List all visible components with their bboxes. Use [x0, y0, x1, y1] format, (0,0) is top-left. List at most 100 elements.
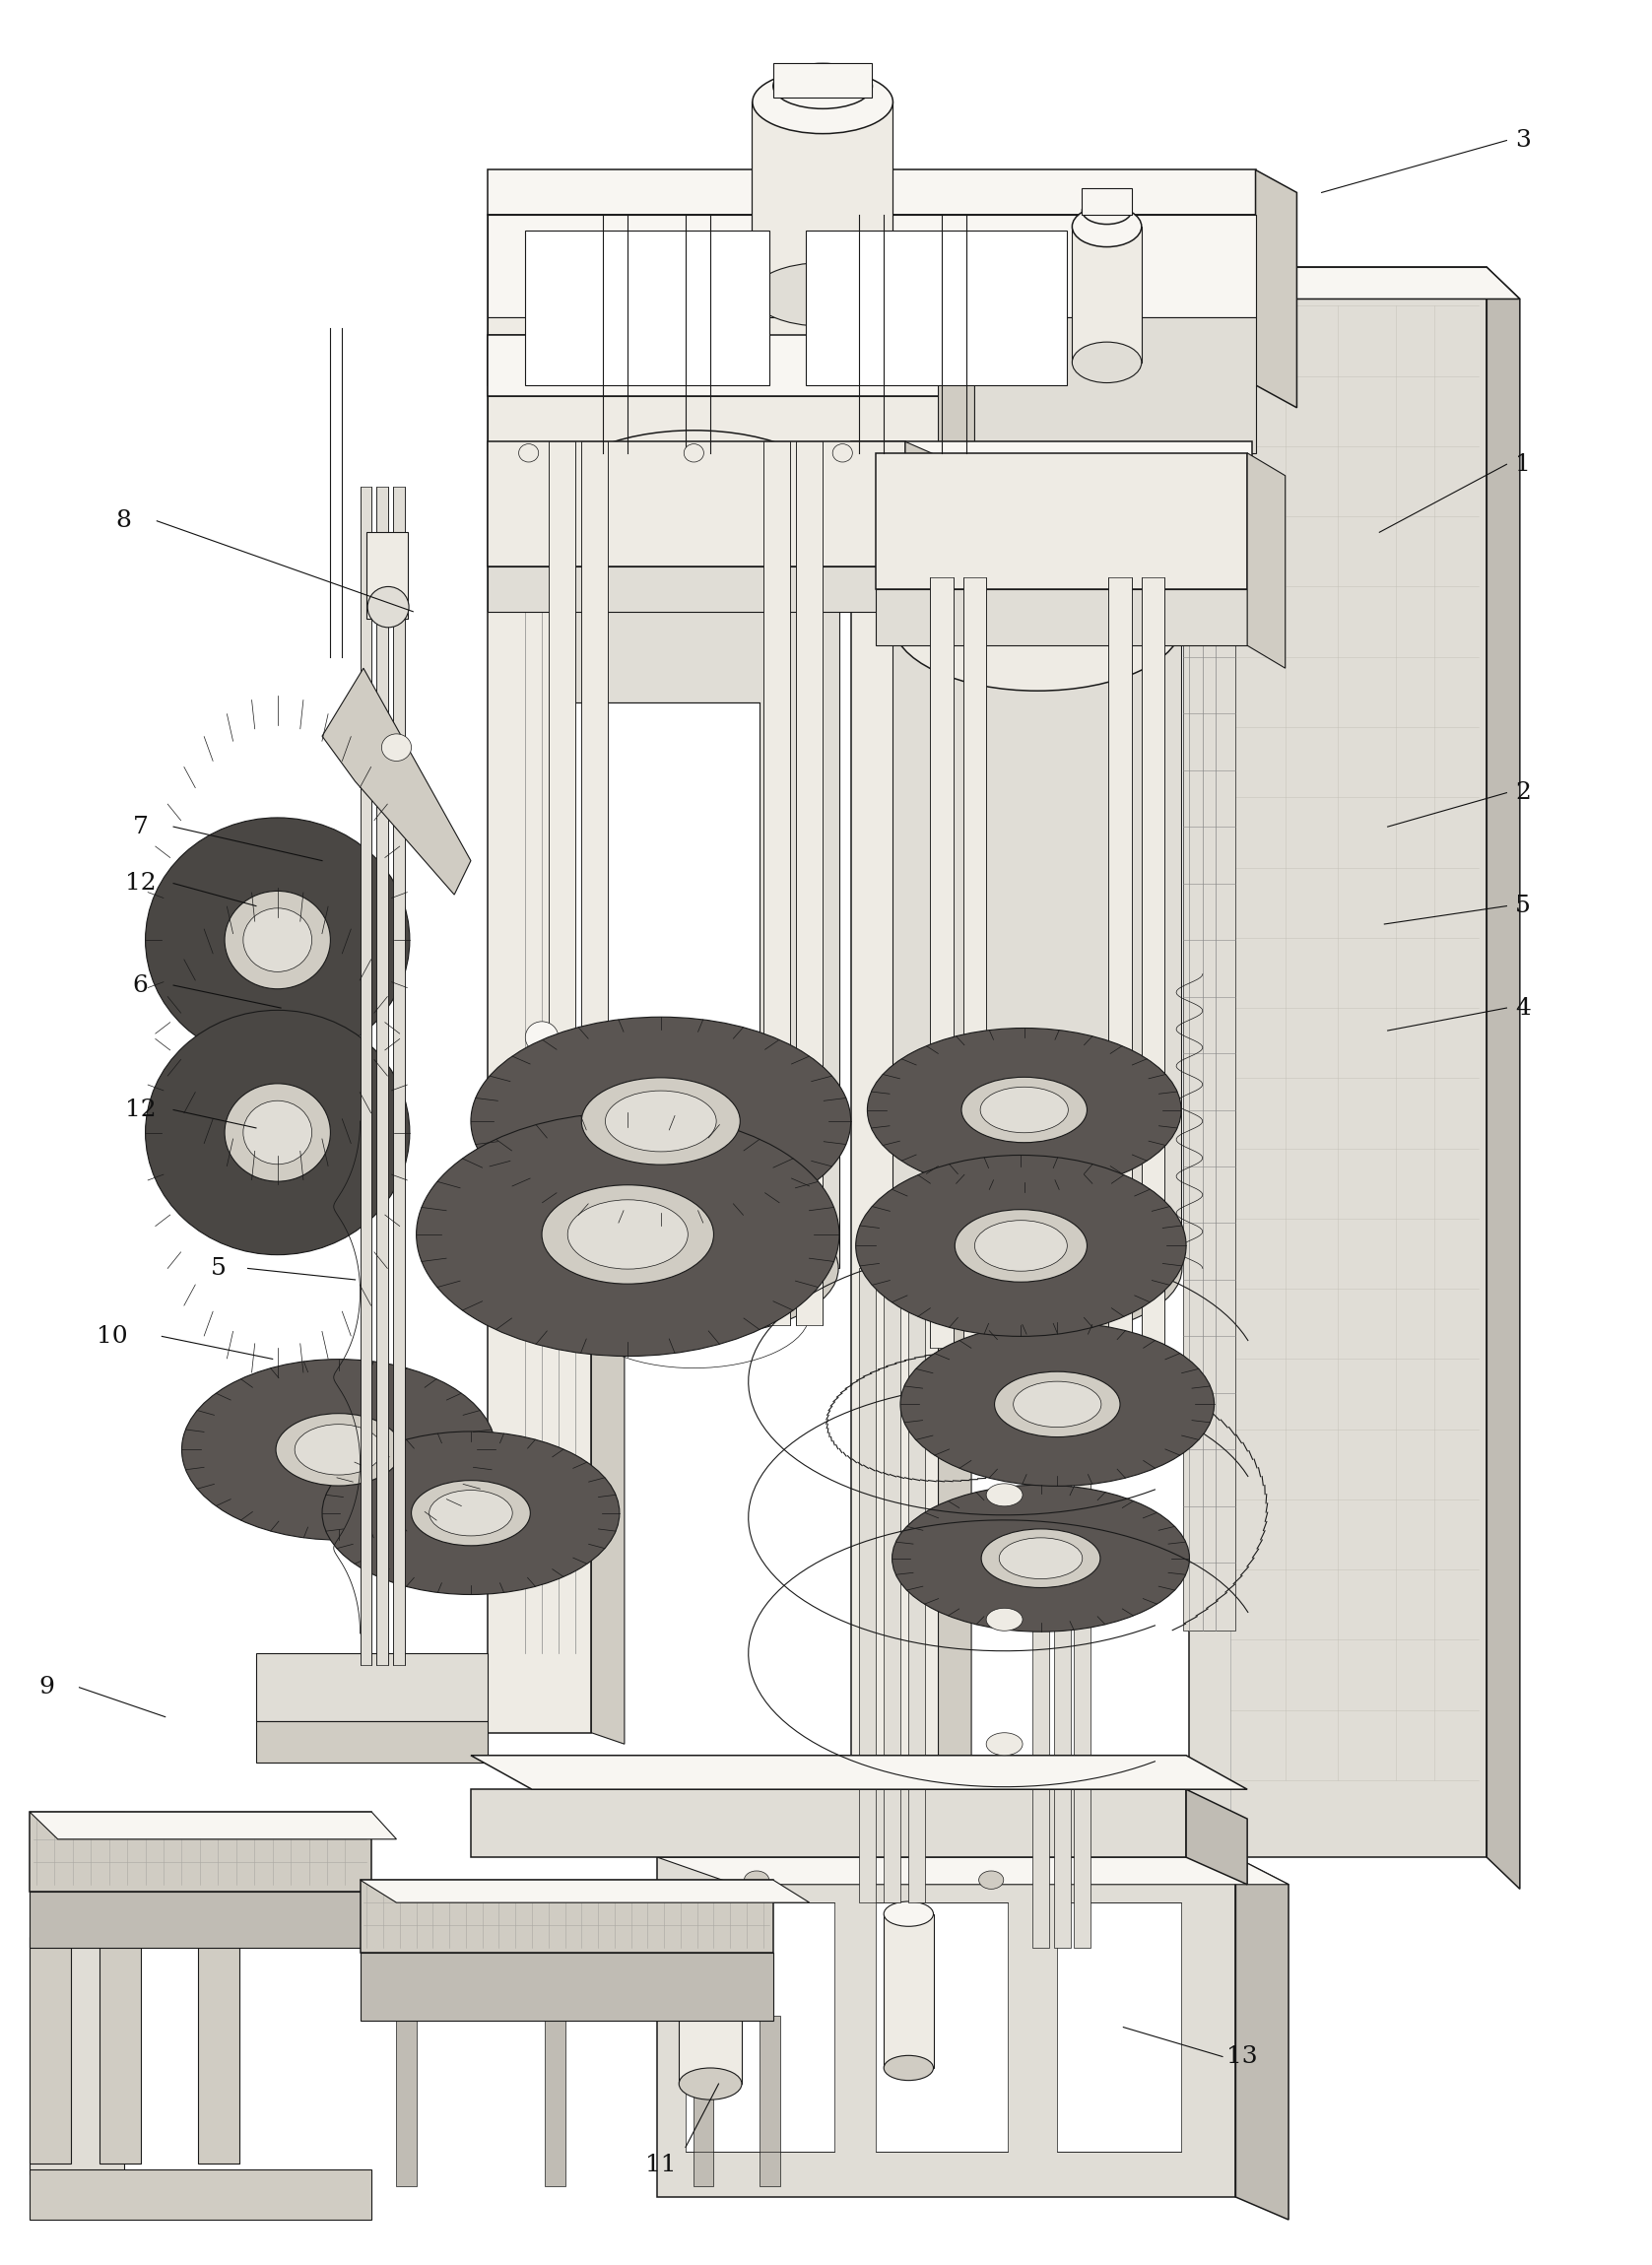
Bar [796, 442, 823, 1325]
Bar [223, 1937, 240, 2163]
Polygon shape [471, 1755, 1247, 1789]
Bar [1057, 1903, 1181, 2152]
Polygon shape [360, 1880, 773, 1952]
Bar [1054, 1359, 1070, 1948]
Ellipse shape [582, 1078, 740, 1164]
Polygon shape [487, 566, 905, 612]
Bar [930, 578, 953, 1348]
Ellipse shape [182, 1359, 496, 1540]
Ellipse shape [752, 70, 892, 134]
Ellipse shape [884, 2057, 933, 2082]
Ellipse shape [542, 1185, 714, 1284]
Text: 5: 5 [1515, 895, 1531, 917]
Polygon shape [1189, 267, 1487, 1857]
Polygon shape [30, 1812, 372, 1891]
Bar [582, 442, 608, 1325]
Ellipse shape [1013, 1382, 1102, 1427]
Text: 5: 5 [210, 1257, 226, 1280]
Ellipse shape [955, 1210, 1087, 1282]
Bar [909, 1268, 925, 1903]
Bar [198, 1937, 240, 2163]
Ellipse shape [145, 818, 410, 1062]
Polygon shape [487, 396, 938, 453]
Ellipse shape [322, 1431, 620, 1595]
Polygon shape [851, 335, 938, 1767]
Polygon shape [1247, 453, 1285, 668]
Bar [806, 231, 1067, 385]
Polygon shape [256, 1721, 487, 1762]
Ellipse shape [892, 1200, 1181, 1336]
Polygon shape [30, 1891, 372, 1948]
Ellipse shape [961, 1078, 1087, 1142]
Ellipse shape [1082, 197, 1132, 224]
Polygon shape [487, 170, 1256, 215]
Text: 10: 10 [97, 1325, 127, 1348]
Bar [570, 702, 760, 1042]
Ellipse shape [605, 1092, 717, 1151]
Polygon shape [322, 668, 471, 895]
Bar [548, 442, 575, 1325]
Ellipse shape [548, 430, 838, 566]
Bar [763, 442, 790, 1325]
Ellipse shape [471, 1017, 851, 1225]
Text: 7: 7 [132, 815, 149, 838]
Polygon shape [826, 317, 1256, 453]
Text: 11: 11 [646, 2154, 676, 2177]
Ellipse shape [980, 1087, 1069, 1132]
Polygon shape [487, 215, 1256, 385]
Text: 9: 9 [38, 1676, 55, 1699]
Ellipse shape [1196, 1463, 1216, 1481]
Ellipse shape [367, 587, 408, 627]
Text: 12: 12 [126, 872, 155, 895]
Text: 12: 12 [126, 1099, 155, 1121]
Bar [876, 1903, 1008, 2152]
Ellipse shape [999, 1538, 1082, 1579]
Ellipse shape [833, 444, 852, 462]
Ellipse shape [145, 1010, 410, 1255]
Ellipse shape [525, 1022, 558, 1053]
Ellipse shape [986, 1484, 1023, 1506]
Ellipse shape [773, 63, 872, 109]
Polygon shape [360, 1952, 773, 2020]
Ellipse shape [294, 1425, 383, 1475]
Ellipse shape [752, 263, 892, 326]
Bar [884, 1268, 900, 1903]
Polygon shape [591, 335, 624, 1744]
Polygon shape [851, 498, 1252, 562]
Bar [859, 1268, 876, 1903]
Bar [1142, 578, 1165, 1348]
Ellipse shape [568, 1200, 687, 1268]
Ellipse shape [615, 473, 771, 546]
Text: 13: 13 [1227, 2045, 1257, 2068]
Bar [963, 578, 986, 1348]
Bar [679, 1903, 742, 2084]
Bar [525, 231, 770, 385]
Ellipse shape [430, 1490, 512, 1536]
Ellipse shape [986, 1733, 1023, 1755]
Bar [1074, 1359, 1090, 1948]
Ellipse shape [679, 2068, 742, 2100]
Text: 1: 1 [1515, 453, 1531, 476]
Polygon shape [30, 1812, 124, 2174]
Bar [694, 2016, 714, 2186]
Polygon shape [938, 335, 975, 464]
Bar [99, 1937, 140, 2163]
Polygon shape [256, 1653, 487, 1721]
Bar [686, 1903, 834, 2152]
Bar [884, 1914, 933, 2068]
Ellipse shape [1072, 206, 1142, 247]
Ellipse shape [978, 1871, 1003, 1889]
Text: 2: 2 [1515, 781, 1531, 804]
Bar [1082, 188, 1132, 215]
Bar [377, 487, 388, 1665]
Bar [752, 102, 892, 294]
Bar [367, 532, 408, 618]
Bar [1072, 226, 1142, 362]
Ellipse shape [679, 1887, 742, 1918]
Bar [760, 2016, 780, 2186]
Polygon shape [30, 2170, 372, 2220]
Polygon shape [1236, 1857, 1289, 2220]
Ellipse shape [519, 444, 539, 462]
Ellipse shape [416, 1112, 839, 1357]
Text: 8: 8 [116, 510, 132, 532]
